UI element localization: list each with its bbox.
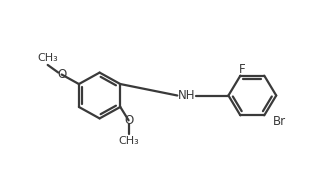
Text: NH: NH — [178, 89, 195, 102]
Text: F: F — [239, 63, 245, 76]
Text: Br: Br — [273, 115, 286, 128]
Text: O: O — [124, 114, 133, 127]
Text: CH₃: CH₃ — [37, 53, 58, 63]
Text: CH₃: CH₃ — [118, 136, 139, 146]
Text: O: O — [57, 68, 66, 81]
